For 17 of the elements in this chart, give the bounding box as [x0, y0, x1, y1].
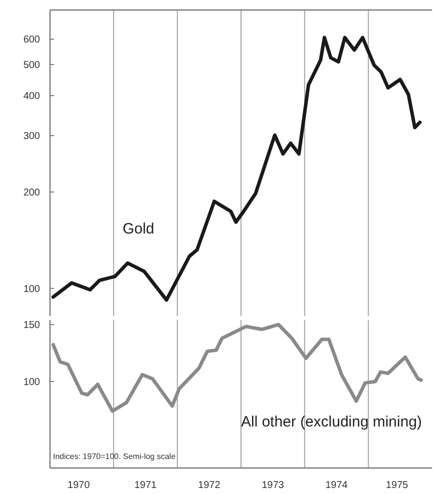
- x-tick-label: 1971: [134, 480, 158, 491]
- y-tick-label: 600: [23, 34, 40, 46]
- annotation: Indices: 1970=100. Semi-log scale: [53, 452, 176, 461]
- x-tick-label: 1970: [68, 480, 90, 491]
- series-label: Gold: [122, 220, 154, 238]
- x-tick-label: 1973: [262, 480, 284, 491]
- x-tick-label: 1974: [325, 480, 348, 491]
- y-tick-label: 150: [23, 320, 40, 332]
- y-tick-label: 100: [23, 284, 40, 295]
- y-tick-label: 300: [23, 131, 40, 142]
- x-tick-label: 1972: [198, 480, 221, 491]
- y-tick-label: 400: [23, 91, 40, 102]
- y-tick-label: 500: [23, 60, 40, 72]
- y-tick-label: 200: [23, 187, 40, 198]
- y-tick-label: 100: [23, 377, 40, 388]
- x-tick-label: 1975: [386, 480, 409, 491]
- text: All other (excluding mining): [241, 414, 422, 431]
